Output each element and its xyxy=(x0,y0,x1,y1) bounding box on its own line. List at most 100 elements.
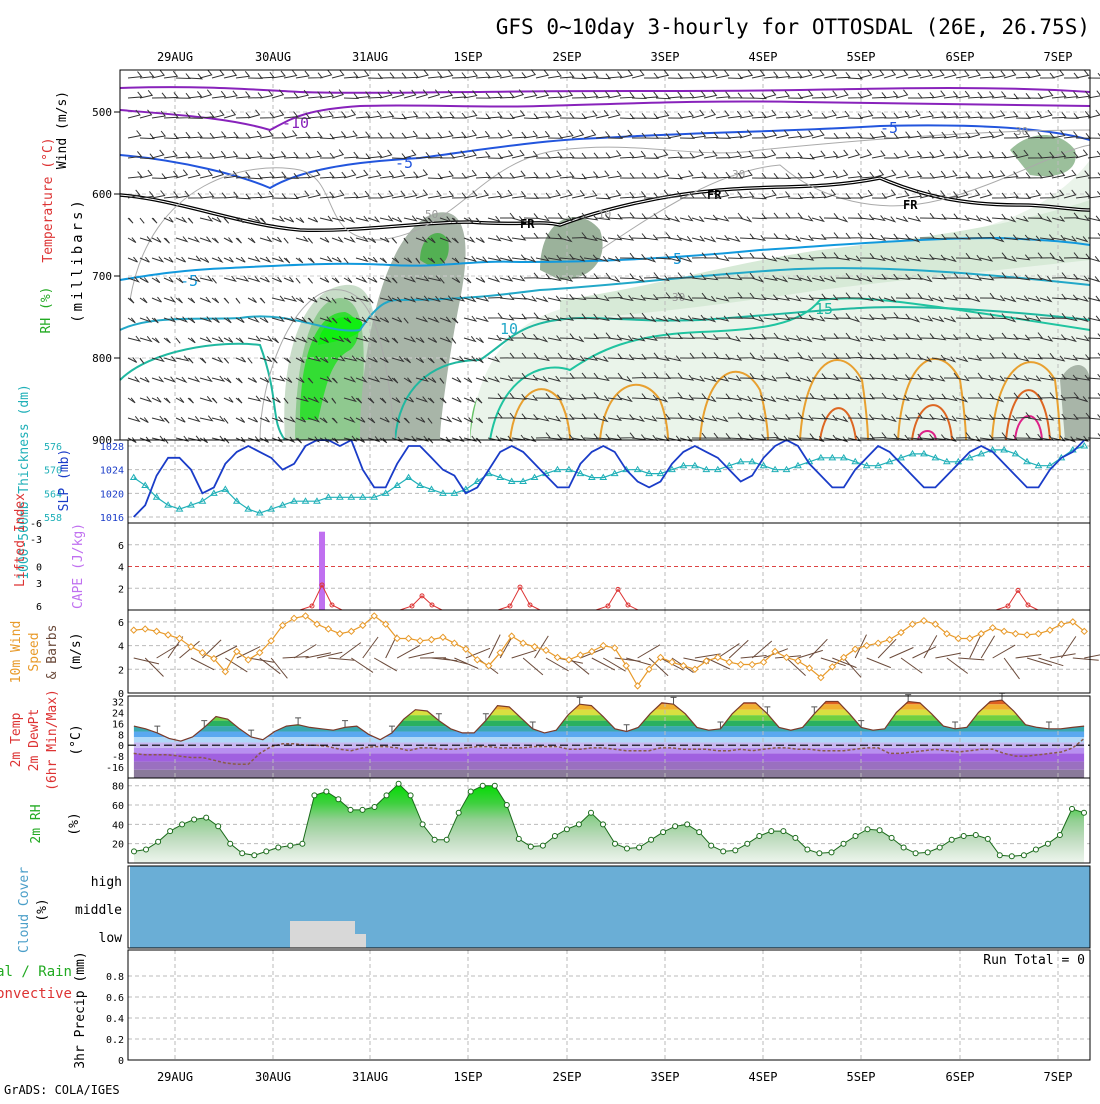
li-tick-label: 3 xyxy=(36,579,42,590)
cloud-level-high: high xyxy=(91,875,122,890)
temp-tick-label: -8 xyxy=(112,752,124,763)
cape-bar xyxy=(319,532,325,610)
rh-point xyxy=(312,793,317,798)
rh-point xyxy=(685,822,690,827)
rh-point xyxy=(372,805,377,810)
label-wind10-a: 10m Wind xyxy=(9,621,24,684)
temp-band xyxy=(128,753,1090,761)
footer-credit: GrADS: COLA/IGES xyxy=(4,1083,120,1097)
temp-band xyxy=(128,737,1090,742)
y-tick-label: 500 xyxy=(92,106,112,119)
precip-tick-label: 0.4 xyxy=(106,1014,124,1025)
slp-tick-label: 1028 xyxy=(100,442,124,453)
temp-tick-label: 8 xyxy=(118,730,124,741)
label-cloud-unit: (%) xyxy=(35,898,50,921)
wind10-barb xyxy=(374,658,397,671)
cloud-low-block-2 xyxy=(328,921,355,934)
rh-point xyxy=(1009,854,1014,859)
rh-point xyxy=(360,807,365,812)
rh-point xyxy=(528,844,533,849)
rh-point xyxy=(745,841,750,846)
date-label-bottom: 31AUG xyxy=(352,1070,388,1084)
rh-point xyxy=(408,793,413,798)
wind10-grid xyxy=(128,610,1090,693)
temp-tick-label: -16 xyxy=(106,763,124,774)
wind10-point xyxy=(680,663,686,669)
label-temp-a: 2m Temp xyxy=(9,712,24,767)
li-plot xyxy=(300,532,1038,610)
wind10-point xyxy=(406,635,412,641)
rh-point xyxy=(589,810,594,815)
label-temp-c: (6hr Min/Max) xyxy=(45,689,60,791)
date-label-top: 30AUG xyxy=(255,50,291,64)
rh-tick-label: 80 xyxy=(112,782,124,793)
temp2m-bands xyxy=(128,696,1090,778)
wind10-point xyxy=(795,658,801,664)
wind10-barb xyxy=(409,652,434,658)
label-wind10-b: Speed xyxy=(27,632,42,671)
rh-point xyxy=(432,837,437,842)
rh-point xyxy=(901,845,906,850)
rh-point xyxy=(420,822,425,827)
rh-point xyxy=(288,843,293,848)
wind10-point xyxy=(738,662,744,668)
rh-tick-label: 60 xyxy=(112,801,124,812)
date-label-bottom: 29AUG xyxy=(157,1070,193,1084)
temp-band xyxy=(128,732,1090,737)
wind10-barb xyxy=(638,645,660,658)
label-wind10-c: & Barbs xyxy=(45,625,60,680)
rh-point xyxy=(889,835,894,840)
rh-point xyxy=(132,849,137,854)
date-label-top: 3SEP xyxy=(651,50,680,64)
rh-point xyxy=(516,836,521,841)
contour-label-15: 15 xyxy=(815,300,833,318)
date-label-bottom: 4SEP xyxy=(749,1070,778,1084)
date-label-top: 2SEP xyxy=(553,50,582,64)
rh-point xyxy=(276,845,281,850)
precip-tick-label: 0.6 xyxy=(106,993,124,1004)
cloud-level-low: low xyxy=(99,931,123,946)
wind10-point xyxy=(325,626,331,632)
rh-point xyxy=(576,822,581,827)
precip-tick-label: 0 xyxy=(118,1056,124,1067)
contour-label-fr3: FR xyxy=(903,198,918,212)
rh-point xyxy=(733,848,738,853)
date-label-top: 29AUG xyxy=(157,50,193,64)
wind10-point xyxy=(1047,627,1053,633)
rh-point xyxy=(504,803,509,808)
wind10-barb xyxy=(1016,655,1042,659)
cloud-fill xyxy=(130,866,1090,948)
wind10-barb xyxy=(328,658,354,660)
rh-point xyxy=(841,841,846,846)
rh-tick-label: 20 xyxy=(112,840,124,851)
cloud-low-block-1 xyxy=(290,921,328,948)
y-tick-label: 800 xyxy=(92,352,112,365)
label-temp-b: 2m DewPt xyxy=(27,709,42,772)
wind10-point xyxy=(600,643,606,649)
rh-point xyxy=(1082,810,1087,815)
lifted-index-line xyxy=(996,590,1038,610)
slp-tick-label: 1020 xyxy=(100,489,124,500)
wind10-point xyxy=(532,644,538,650)
wind10-barb xyxy=(1004,658,1019,679)
temp-band-group xyxy=(128,696,1090,778)
label-rh2m-unit: (%) xyxy=(67,812,82,835)
panel-frame-slp xyxy=(128,440,1090,523)
cape-tick-label: 6 xyxy=(118,541,124,552)
label-temp-unit: (°C) xyxy=(69,724,84,755)
wind10-point xyxy=(199,650,205,656)
wind10-barb xyxy=(947,658,968,674)
rh-point xyxy=(637,845,642,850)
rh-point xyxy=(877,828,882,833)
temp-tick-label: 32 xyxy=(112,697,124,708)
label-cape: CAPE (J/kg) xyxy=(71,523,86,609)
li-tick-label: 0 xyxy=(36,563,42,574)
rh-point xyxy=(228,841,233,846)
temp-minmax-whisker xyxy=(577,697,583,704)
date-label-bottom: 6SEP xyxy=(946,1070,975,1084)
wind10-barb xyxy=(1073,658,1099,660)
wind10-point xyxy=(726,659,732,665)
rh-point xyxy=(492,783,497,788)
wind10-barb xyxy=(729,640,748,658)
